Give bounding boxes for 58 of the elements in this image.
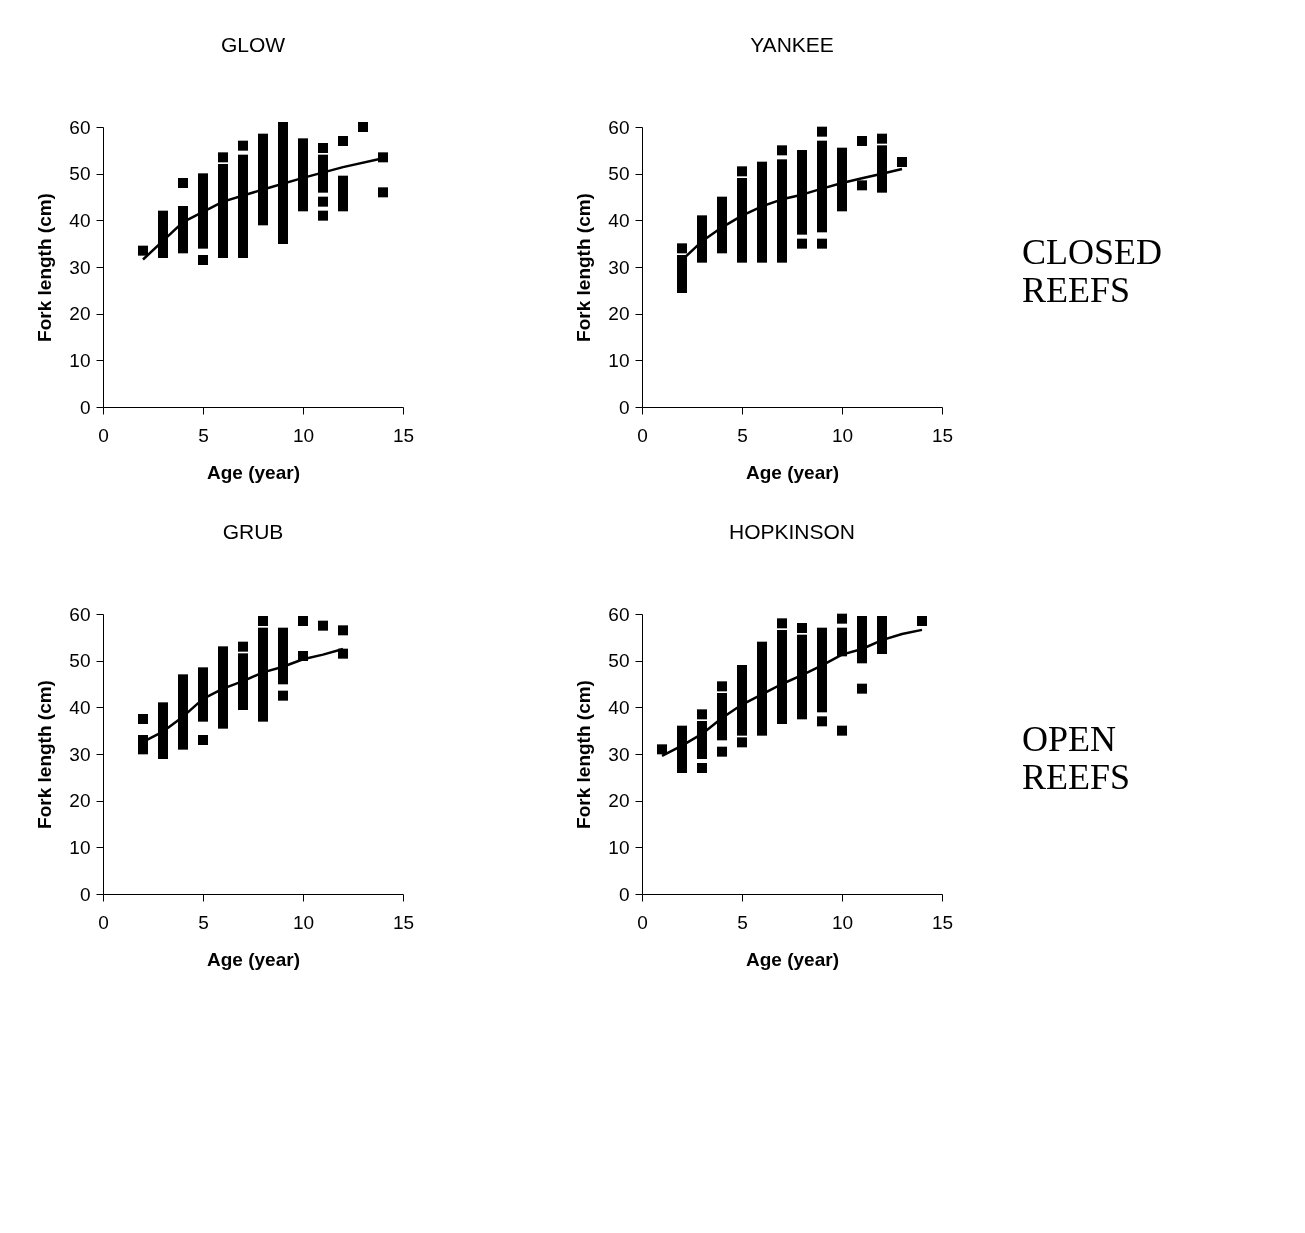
y-tick-label: 40 (608, 696, 630, 718)
x-axis-title: Age (year) (207, 461, 300, 483)
y-tick-label: 30 (608, 743, 630, 765)
x-tick-label: 0 (637, 911, 648, 933)
y-tick-label: 60 (69, 603, 91, 625)
x-tick-label: 15 (931, 424, 954, 446)
y-axis-title: Fork length (cm) (573, 680, 595, 829)
y-axis-title: Fork length (cm) (573, 193, 595, 342)
x-tick-label: 15 (392, 911, 415, 933)
y-tick-label: 10 (608, 836, 630, 858)
y-tick-label: 60 (608, 603, 630, 625)
x-tick-label: 5 (737, 911, 748, 933)
x-tick-label: 10 (831, 424, 854, 446)
y-tick-label: 10 (69, 349, 91, 371)
x-tick-label: 0 (637, 424, 648, 446)
y-tick-label: 0 (618, 396, 630, 418)
chart-title: YANKEE (750, 33, 834, 56)
y-tick-label: 40 (608, 209, 630, 231)
x-tick-label: 5 (737, 424, 748, 446)
y-tick-label: 40 (69, 696, 91, 718)
y-tick-label: 0 (79, 883, 91, 905)
y-tick-label: 50 (608, 650, 630, 672)
x-tick-label: 10 (292, 911, 315, 933)
text: CLOSED REEFS (1022, 232, 1163, 310)
y-tick-label: 60 (69, 116, 91, 138)
x-axis-title: Age (year) (207, 948, 300, 970)
chart-title: GRUB (222, 520, 284, 543)
x-tick-label: 10 (292, 424, 315, 446)
text: OPEN REEFS (1022, 719, 1131, 797)
x-tick-label: 15 (931, 911, 954, 933)
y-tick-label: 10 (608, 349, 630, 371)
y-tick-label: 40 (69, 209, 91, 231)
y-tick-label: 50 (608, 163, 630, 185)
y-tick-label: 30 (69, 743, 91, 765)
y-tick-label: 20 (608, 790, 630, 812)
x-tick-label: 10 (831, 911, 854, 933)
x-tick-label: 0 (98, 424, 109, 446)
x-tick-label: 5 (198, 424, 209, 446)
y-tick-label: 50 (69, 650, 91, 672)
y-tick-label: 30 (608, 256, 630, 278)
y-tick-label: 20 (69, 790, 91, 812)
y-tick-label: 20 (608, 303, 630, 325)
x-tick-label: 5 (198, 911, 209, 933)
y-tick-label: 20 (69, 303, 91, 325)
chart-title: GLOW (220, 33, 286, 56)
x-tick-label: 15 (392, 424, 415, 446)
y-axis-title: Fork length (cm) (34, 680, 56, 829)
y-tick-label: 60 (608, 116, 630, 138)
y-tick-label: 10 (69, 836, 91, 858)
chart-title: HOPKINSON (728, 520, 856, 543)
y-tick-label: 0 (618, 883, 630, 905)
x-tick-label: 0 (98, 911, 109, 933)
y-tick-label: 50 (69, 163, 91, 185)
y-tick-label: 30 (69, 256, 91, 278)
y-tick-label: 0 (79, 396, 91, 418)
y-axis-title: Fork length (cm) (34, 193, 56, 342)
x-axis-title: Age (year) (746, 948, 839, 970)
x-axis-title: Age (year) (746, 461, 839, 483)
